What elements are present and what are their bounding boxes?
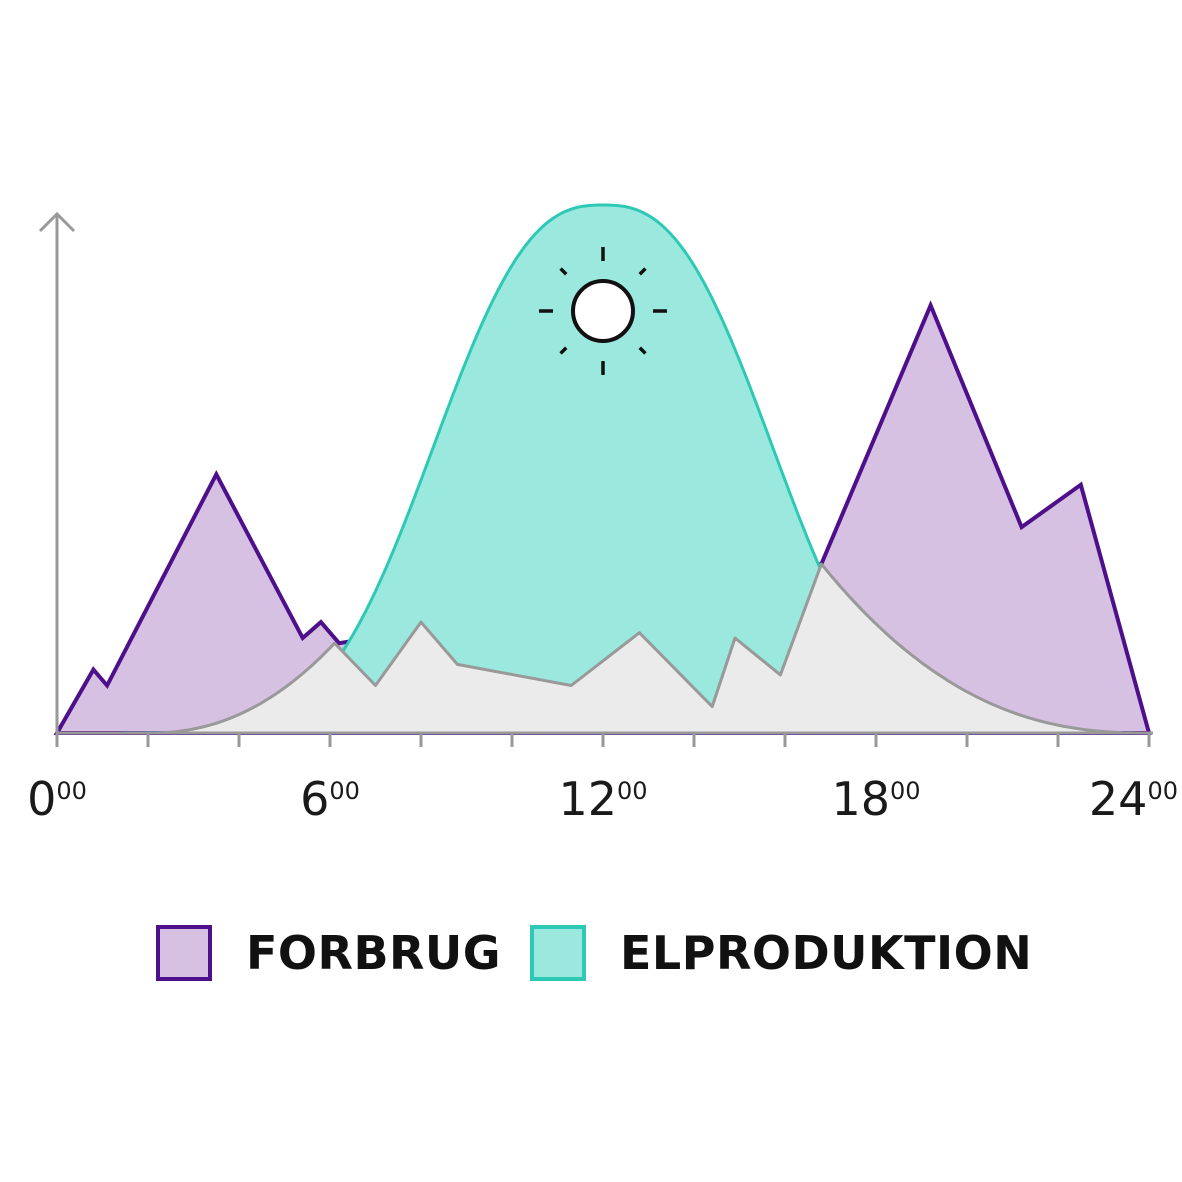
sun-disc	[571, 279, 635, 343]
self-consumption-area	[57, 562, 1145, 735]
sun-ray	[638, 346, 647, 355]
legend-label-forbrug: FORBRUG	[246, 926, 502, 980]
x-tick-label: 2400	[1089, 772, 1178, 826]
sun-ray	[559, 346, 568, 355]
x-tick-label: 000	[27, 772, 87, 826]
x-tick-label: 1200	[558, 772, 647, 826]
legend-swatch-elproduktion	[530, 925, 586, 981]
legend-label-elproduktion: ELPRODUKTION	[620, 926, 1033, 980]
sun-icon	[539, 247, 667, 375]
legend: FORBRUG ELPRODUKTION	[0, 918, 1182, 988]
legend-swatch-forbrug	[156, 925, 212, 981]
sun-ray	[559, 267, 568, 276]
legend-item-forbrug: FORBRUG	[156, 918, 501, 988]
x-tick-label: 1800	[831, 772, 920, 826]
chart: 000 600 1200 1800 2400	[27, 203, 1178, 826]
legend-item-elproduktion: ELPRODUKTION	[530, 918, 1032, 988]
x-tick-label: 600	[300, 772, 360, 826]
sun-ray	[638, 267, 647, 276]
y-axis-arrow	[38, 211, 76, 233]
